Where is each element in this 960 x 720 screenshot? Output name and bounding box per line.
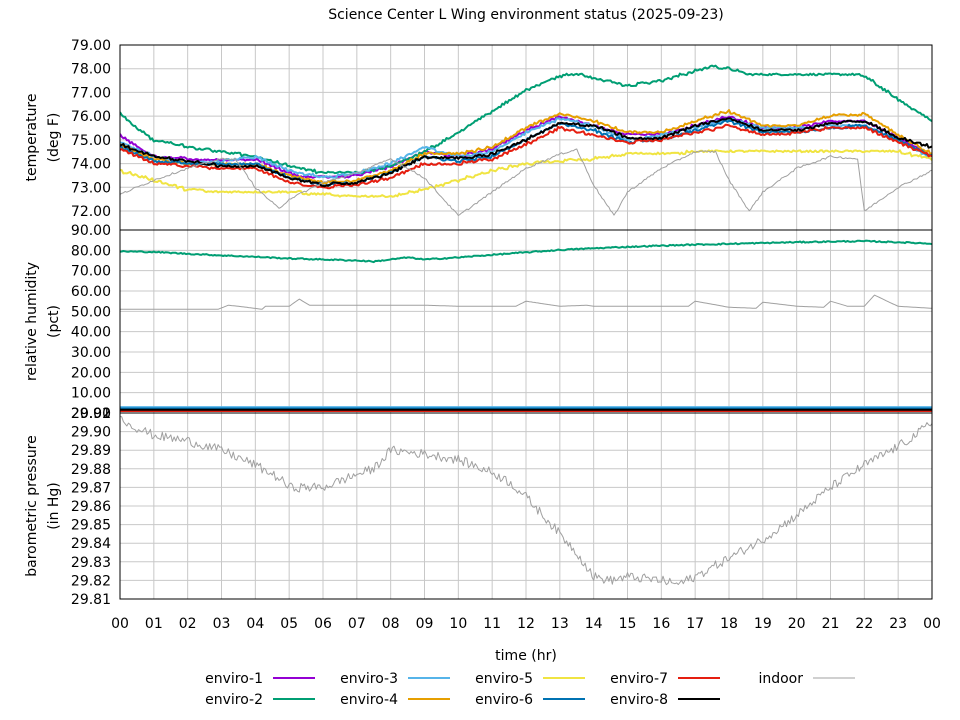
- legend-item-enviro-1: enviro-1: [205, 671, 315, 687]
- x-tick-label: 21: [822, 616, 840, 632]
- y-tick-label: 70.00: [71, 264, 111, 280]
- x-tick-label: 13: [551, 616, 569, 632]
- series-line-enviro-8: [120, 117, 932, 188]
- x-tick-label: 14: [585, 616, 603, 632]
- series-line-enviro-2: [120, 239, 932, 264]
- legend-label: enviro-6: [475, 692, 533, 708]
- legend-item-enviro-3: enviro-3: [340, 671, 450, 687]
- legend-item-enviro-4: enviro-4: [340, 692, 450, 708]
- legend-item-enviro-2: enviro-2: [205, 692, 315, 708]
- x-tick-label: 09: [416, 616, 434, 632]
- y-tick-label: 30.00: [71, 345, 111, 361]
- x-tick-label: 15: [619, 616, 637, 632]
- x-tick-label: 06: [314, 616, 332, 632]
- y-tick-label: 77.00: [71, 85, 111, 101]
- y-axis-label: temperature: [24, 94, 40, 182]
- y-tick-label: 29.83: [71, 555, 111, 571]
- y-tick-label: 76.00: [71, 109, 111, 125]
- y-tick-label: 29.92: [71, 406, 111, 422]
- x-tick-label: 05: [280, 616, 298, 632]
- y-tick-label: 20.00: [71, 365, 111, 381]
- legend-label: enviro-1: [205, 671, 263, 687]
- y-axis-label: relative humidity: [24, 262, 40, 381]
- chart-panels: 72.00 73.00 74.00 75.00 76.00 77.00 78.00 79.00…: [24, 38, 941, 632]
- y-axis-label: (in Hg): [46, 482, 62, 530]
- x-tick-label: 23: [889, 616, 907, 632]
- y-tick-label: 50.00: [71, 304, 111, 320]
- y-tick-label: 29.81: [71, 592, 111, 608]
- x-tick-label: 07: [348, 616, 366, 632]
- y-tick-label: 79.00: [71, 38, 111, 54]
- y-tick-label: 75.00: [71, 133, 111, 149]
- x-tick-label: 02: [179, 616, 197, 632]
- x-tick-label: 11: [483, 616, 501, 632]
- x-axis-label: time (hr): [495, 648, 557, 664]
- x-tick-label: 22: [855, 616, 873, 632]
- legend-label: enviro-3: [340, 671, 398, 687]
- series-line-indoor: [120, 148, 932, 216]
- legend-item-indoor: indoor: [758, 671, 855, 687]
- y-tick-label: 40.00: [71, 325, 111, 341]
- legend-item-enviro-5: enviro-5: [475, 671, 585, 687]
- legend-label: enviro-8: [610, 692, 668, 708]
- y-tick-label: 74.00: [71, 157, 111, 173]
- x-tick-label: 10: [449, 616, 467, 632]
- legend-item-enviro-8: enviro-8: [610, 692, 720, 708]
- panel-frame: [119, 412, 933, 600]
- x-tick-label: 19: [754, 616, 772, 632]
- y-tick-label: 29.91: [71, 406, 111, 422]
- panel-2: 0.00 10.00 20.00 30.00 40.00 50.00 60.00 70.00 8…: [24, 223, 933, 422]
- x-tick-label: 01: [145, 616, 163, 632]
- y-axis-label: (deg F): [46, 113, 62, 163]
- y-tick-label: 29.84: [71, 536, 111, 552]
- x-tick-label: 18: [720, 616, 738, 632]
- legend-label: enviro-5: [475, 671, 533, 687]
- series-line-enviro-3: [120, 117, 932, 179]
- y-tick-label: 29.86: [71, 499, 111, 515]
- x-tick-label: 03: [213, 616, 231, 632]
- y-tick-label: 80.00: [71, 243, 111, 259]
- chart-legend: enviro-1 enviro-2 enviro-3 enviro-4 enviro-5…: [205, 671, 855, 708]
- y-tick-label: 29.88: [71, 462, 111, 478]
- y-axis-label: (pct): [46, 305, 62, 338]
- x-tick-label: 08: [382, 616, 400, 632]
- series-line-enviro-5: [120, 149, 932, 198]
- legend-item-enviro-6: enviro-6: [475, 692, 585, 708]
- x-tick-label: 12: [517, 616, 535, 632]
- x-tick-label: 16: [652, 616, 670, 632]
- y-tick-label: 29.89: [71, 443, 111, 459]
- x-tick-label: 00: [923, 616, 941, 632]
- panel-3: 29.81 29.82 29.83 29.84 29.85 29.86 29.87 29.88…: [24, 406, 933, 608]
- chart-title: Science Center L Wing environment status…: [328, 7, 724, 23]
- series-line-indoor: [120, 294, 932, 310]
- legend-label: indoor: [758, 671, 803, 687]
- y-tick-label: 72.00: [71, 204, 111, 220]
- y-tick-label: 78.00: [71, 62, 111, 78]
- panel-1: 72.00 73.00 74.00 75.00 76.00 77.00 78.00 79.00…: [24, 38, 933, 231]
- legend-label: enviro-2: [205, 692, 263, 708]
- x-tick-label: 00: [111, 616, 129, 632]
- y-tick-label: 29.87: [71, 480, 111, 496]
- x-tick-label: 17: [686, 616, 704, 632]
- y-tick-label: 73.00: [71, 180, 111, 196]
- series-line-enviro-4: [120, 109, 932, 185]
- y-tick-label: 60.00: [71, 284, 111, 300]
- series-line-indoor: [120, 416, 932, 586]
- legend-item-enviro-7: enviro-7: [610, 671, 720, 687]
- y-tick-label: 29.90: [71, 425, 111, 441]
- y-axis-label: barometric pressure: [24, 435, 40, 576]
- x-tick-label: 20: [788, 616, 806, 632]
- y-tick-label: 29.82: [71, 573, 111, 589]
- legend-label: enviro-7: [610, 671, 668, 687]
- y-tick-label: 90.00: [71, 223, 111, 239]
- y-tick-label: 10.00: [71, 386, 111, 402]
- x-tick-label: 04: [246, 616, 264, 632]
- y-tick-label: 0.00: [80, 406, 111, 422]
- legend-label: enviro-4: [340, 692, 398, 708]
- series-line-enviro-7: [120, 123, 932, 190]
- y-tick-label: 29.85: [71, 518, 111, 534]
